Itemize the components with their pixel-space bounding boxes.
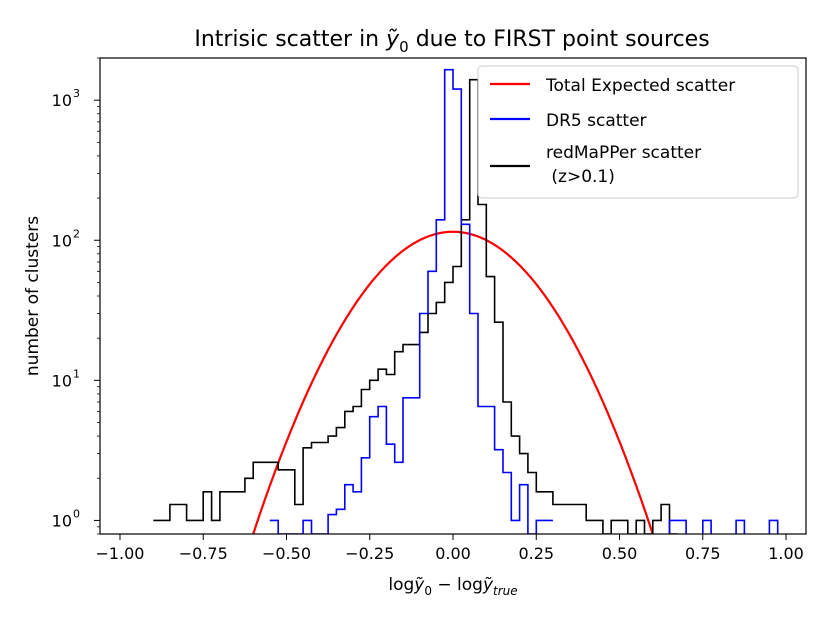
- y-tick-label: 10: [52, 371, 72, 390]
- chart-title: Intrisic scatter in ỹ0 due to FIRST poin…: [194, 27, 709, 56]
- x-tick-label: 0.50: [602, 544, 638, 563]
- legend-label-total-expected: Total Expected scatter: [545, 76, 735, 96]
- legend-label-redmapper: redMaPPer scatter: [546, 143, 701, 163]
- y-tick-label: 10: [52, 231, 72, 250]
- x-tick-label: −0.50: [262, 544, 311, 563]
- x-tick-label: −0.75: [179, 544, 228, 563]
- x-tick-label: 0.75: [685, 544, 721, 563]
- legend-label-redmapper-line2: (z>0.1): [546, 167, 615, 187]
- y-tick-exponent: 1: [73, 367, 80, 380]
- x-tick-label: −0.25: [345, 544, 394, 563]
- x-axis-label: logỹ0 − logỹtrue: [388, 575, 517, 598]
- series-dr5-outlier-bin: [735, 519, 746, 534]
- series-dr5-histogram: [269, 68, 553, 534]
- series-dr5-outlier-bin: [668, 519, 687, 534]
- x-tick-label: 1.00: [768, 544, 804, 563]
- x-tick-label: 0.00: [435, 544, 471, 563]
- y-tick-label: 10: [52, 511, 72, 530]
- series-redmapper-histogram: [153, 78, 678, 534]
- legend-label-dr5: DR5 scatter: [546, 111, 647, 131]
- legend-box: [477, 65, 799, 199]
- y-tick-exponent: 2: [73, 227, 80, 240]
- x-tick-label: 0.25: [518, 544, 554, 563]
- y-tick-exponent: 0: [73, 507, 80, 520]
- y-tick-exponent: 3: [73, 87, 80, 100]
- series-total-expected-curve: [252, 230, 654, 534]
- series-layer: [153, 68, 779, 534]
- y-tick-label: 10: [52, 91, 72, 110]
- x-axis: −1.00 −0.75 −0.50 −0.25 0.00 0.25 0.50 0.75 1.00: [95, 534, 804, 563]
- x-tick-label: −1.00: [95, 544, 144, 563]
- y-axis-label: number of clusters: [23, 216, 43, 376]
- legend: Total Expected scatter DR5 scatter redMa…: [477, 65, 799, 199]
- series-dr5-outlier-bin: [702, 519, 712, 534]
- series-dr5-outlier-bin: [768, 519, 779, 534]
